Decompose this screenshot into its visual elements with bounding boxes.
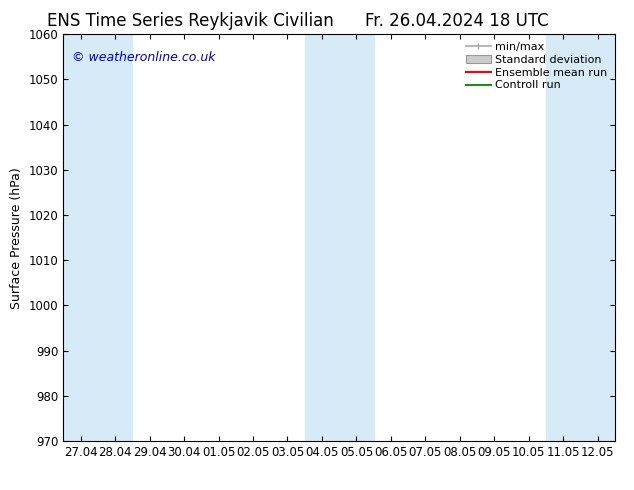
Text: ENS Time Series Reykjavik Civilian: ENS Time Series Reykjavik Civilian (47, 12, 333, 30)
Bar (305, 34, 373, 441)
Text: Fr. 26.04.2024 18 UTC: Fr. 26.04.2024 18 UTC (365, 12, 548, 30)
Y-axis label: Surface Pressure (hPa): Surface Pressure (hPa) (10, 167, 23, 309)
Legend: min/max, Standard deviation, Ensemble mean run, Controll run: min/max, Standard deviation, Ensemble me… (462, 38, 612, 95)
Bar (63, 34, 133, 441)
Text: © weatheronline.co.uk: © weatheronline.co.uk (72, 50, 215, 64)
Bar (546, 34, 615, 441)
